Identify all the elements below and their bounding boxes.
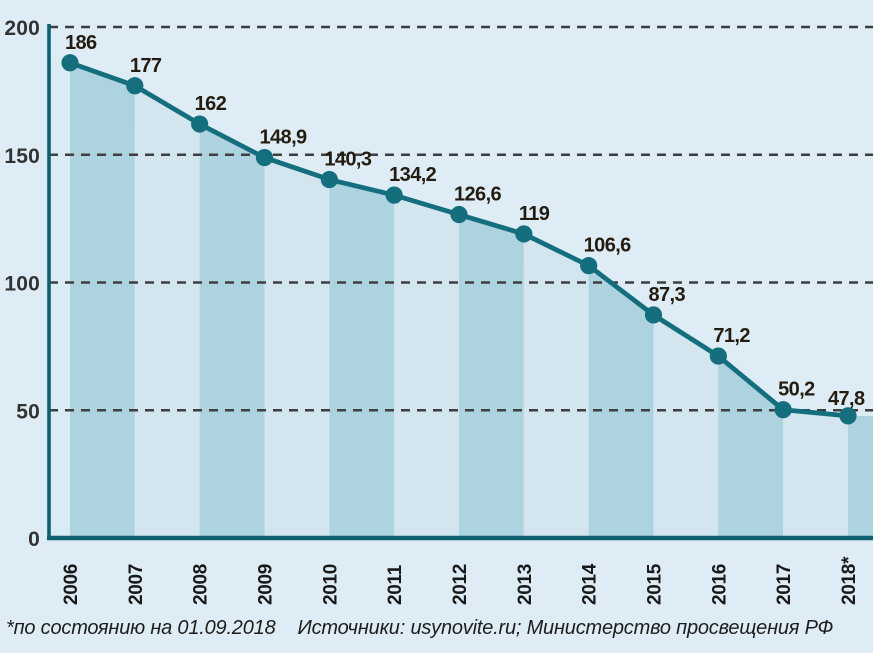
area-band-right-edge bbox=[848, 415, 873, 538]
footnote-note: *по состоянию на 01.09.2018 bbox=[6, 617, 276, 639]
area-band bbox=[329, 179, 395, 538]
area-band bbox=[134, 85, 200, 538]
data-point bbox=[774, 401, 792, 419]
value-label: 71,2 bbox=[713, 325, 750, 347]
value-label: 148,9 bbox=[260, 127, 308, 149]
area-band bbox=[394, 195, 459, 538]
x-tick-label: 2017 bbox=[774, 564, 795, 605]
value-label: 106,6 bbox=[584, 235, 632, 257]
value-label: 134,2 bbox=[389, 164, 437, 186]
x-tick-label: 2013 bbox=[515, 564, 536, 605]
area-band bbox=[264, 157, 330, 539]
x-tick-label: 2007 bbox=[126, 564, 147, 605]
value-label: 177 bbox=[130, 55, 162, 77]
value-label: 87,3 bbox=[649, 284, 686, 306]
footnote: *по состоянию на 01.09.2018 Источники: us… bbox=[6, 617, 866, 640]
area-band bbox=[70, 62, 135, 539]
data-point bbox=[515, 225, 533, 243]
value-label: 47,8 bbox=[828, 388, 865, 410]
data-point bbox=[61, 54, 79, 72]
x-tick-label: 2006 bbox=[61, 564, 82, 605]
data-point bbox=[320, 170, 338, 189]
x-tick-label: 2008 bbox=[191, 564, 212, 605]
data-point bbox=[580, 257, 598, 275]
y-tick-label: 50 bbox=[16, 400, 40, 423]
area-band bbox=[718, 356, 784, 538]
value-label: 119 bbox=[519, 203, 550, 225]
data-point bbox=[709, 347, 727, 365]
x-tick-label: 2016 bbox=[709, 564, 730, 605]
area-band bbox=[783, 409, 848, 538]
x-tick-label: 2015 bbox=[645, 563, 666, 605]
area-band bbox=[653, 314, 719, 538]
value-label: 126,6 bbox=[454, 184, 502, 206]
x-tick-label: 2014 bbox=[580, 563, 601, 605]
y-tick-label: 200 bbox=[4, 17, 40, 40]
x-tick-label: 2011 bbox=[385, 564, 406, 605]
value-label: 50,2 bbox=[778, 379, 815, 401]
data-point bbox=[450, 205, 468, 224]
area-band bbox=[523, 233, 589, 538]
value-label: 162 bbox=[195, 93, 227, 115]
footnote-sources: Источники: usynovite.ru; Министерство пр… bbox=[297, 617, 834, 639]
area-band bbox=[199, 124, 265, 538]
data-point bbox=[126, 77, 144, 95]
area-band bbox=[588, 265, 654, 538]
value-label: 186 bbox=[65, 32, 97, 54]
data-point bbox=[644, 306, 663, 324]
data-point bbox=[839, 407, 857, 425]
area-band-left-edge bbox=[49, 62, 70, 539]
area-band bbox=[459, 214, 524, 539]
x-tick-label: 2012 bbox=[450, 564, 471, 605]
value-label: 140,3 bbox=[324, 149, 372, 171]
x-tick-label: 2010 bbox=[320, 564, 341, 605]
x-tick-label: 2009 bbox=[256, 564, 277, 605]
data-point bbox=[255, 148, 274, 167]
data-point bbox=[385, 186, 403, 204]
x-tick-label: 2018* bbox=[839, 556, 860, 605]
data-point bbox=[191, 115, 209, 133]
y-tick-label: 150 bbox=[4, 145, 40, 168]
y-tick-label: 0 bbox=[28, 528, 40, 551]
y-tick-label: 100 bbox=[4, 273, 40, 296]
